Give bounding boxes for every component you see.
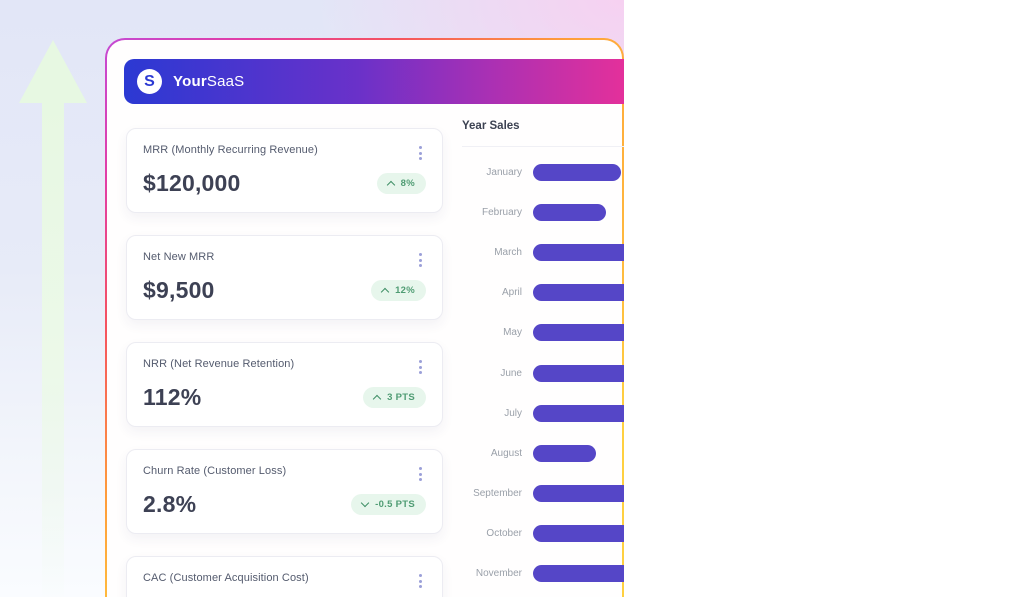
kpi-card: MRR (Monthly Recurring Revenue) $120,000…	[126, 128, 443, 213]
kpi-title: NRR (Net Revenue Retention)	[143, 358, 295, 370]
kebab-menu-icon[interactable]	[415, 465, 426, 483]
kpi-value-row: $9,500 12%	[143, 277, 426, 304]
chart-row: March	[462, 232, 624, 272]
kpi-title: Net New MRR	[143, 251, 215, 263]
trend-badge-label: 3 PTS	[387, 392, 415, 403]
kpi-card-top: MRR (Monthly Recurring Revenue)	[143, 144, 426, 162]
sales-bar	[533, 203, 606, 221]
sales-bar	[533, 324, 624, 342]
chart-row: July	[462, 393, 624, 433]
app-header: S YourSaaS	[124, 59, 624, 104]
kpi-value: 2.8%	[143, 491, 197, 517]
chart-row: April	[462, 273, 624, 313]
hero-section: S YourSaaS MRR (Monthly Recurring Revenu…	[0, 0, 624, 597]
trend-chevron-icon	[380, 287, 390, 297]
sales-bar	[533, 404, 624, 422]
kpi-card: CAC (Customer Acquisition Cost)	[126, 556, 443, 597]
brand-name: YourSaaS	[173, 73, 244, 90]
kpi-card-list: MRR (Monthly Recurring Revenue) $120,000…	[126, 128, 443, 597]
kpi-card-top: NRR (Net Revenue Retention)	[143, 358, 426, 376]
kpi-value-row: $120,000 8%	[143, 170, 426, 197]
kpi-card-top: Churn Rate (Customer Loss)	[143, 465, 426, 483]
kebab-menu-icon[interactable]	[415, 144, 426, 162]
month-label: November	[475, 568, 522, 580]
kebab-menu-icon[interactable]	[415, 358, 426, 376]
month-label: October	[486, 528, 522, 540]
sales-bar	[533, 485, 624, 503]
saas-logo-icon: S	[137, 69, 162, 94]
chart-row: September	[462, 474, 624, 514]
chart-title: Year Sales	[462, 120, 520, 132]
sales-bar	[533, 364, 624, 382]
chart-row: February	[462, 192, 624, 232]
brand-name-bold: Your	[173, 73, 207, 90]
chart-row: January	[462, 152, 624, 192]
month-label: February	[481, 206, 522, 218]
trend-badge: 3 PTS	[363, 387, 426, 408]
chart-rows: January February March April May June Ju…	[462, 152, 624, 594]
kebab-menu-icon[interactable]	[415, 251, 426, 269]
kpi-value: 112%	[143, 384, 202, 410]
kpi-title: Churn Rate (Customer Loss)	[143, 465, 287, 477]
sales-bar	[533, 163, 621, 181]
chart-row: May	[462, 313, 624, 353]
kpi-card: Churn Rate (Customer Loss) 2.8% -0.5 PTS	[126, 449, 443, 534]
kpi-card: Net New MRR $9,500 12%	[126, 235, 443, 320]
dashboard-panel: S YourSaaS MRR (Monthly Recurring Revenu…	[107, 40, 624, 597]
month-label: January	[486, 166, 522, 178]
kpi-value: $9,500	[143, 277, 215, 303]
kpi-card-top: Net New MRR	[143, 251, 426, 269]
kpi-value-row: 2.8% -0.5 PTS	[143, 491, 426, 518]
kpi-title: CAC (Customer Acquisition Cost)	[143, 572, 309, 584]
trend-chevron-icon	[372, 394, 382, 404]
chart-row: June	[462, 353, 624, 393]
trend-badge-label: -0.5 PTS	[375, 499, 415, 510]
growth-arrow-shaft-icon	[42, 100, 64, 597]
dashboard-panel-border: S YourSaaS MRR (Monthly Recurring Revenu…	[105, 38, 624, 597]
chart-row: November	[462, 554, 624, 594]
trend-chevron-icon	[360, 498, 370, 508]
kpi-value: $120,000	[143, 170, 241, 196]
kpi-card: NRR (Net Revenue Retention) 112% 3 PTS	[126, 342, 443, 427]
sales-bar	[533, 284, 624, 302]
month-label: August	[490, 447, 522, 459]
year-sales-chart: Year Sales January February March April …	[462, 120, 624, 594]
trend-badge: -0.5 PTS	[351, 494, 426, 515]
sales-bar	[533, 565, 624, 583]
trend-chevron-icon	[386, 180, 395, 190]
month-label: March	[494, 246, 522, 258]
month-label: July	[504, 407, 522, 419]
month-label: June	[500, 367, 522, 379]
trend-badge-label: 12%	[395, 285, 415, 296]
sales-bar	[533, 243, 624, 261]
kebab-menu-icon[interactable]	[415, 572, 426, 590]
chart-row: August	[462, 433, 624, 473]
month-label: April	[501, 287, 522, 299]
trend-badge-label: 8%	[400, 178, 415, 189]
trend-badge: 8%	[376, 173, 426, 194]
month-label: September	[473, 488, 522, 500]
kpi-value-row: 112% 3 PTS	[143, 384, 426, 411]
growth-arrow-head-icon	[19, 40, 87, 103]
chart-divider	[462, 146, 624, 147]
sales-bar	[533, 444, 596, 462]
brand-name-light: SaaS	[206, 73, 245, 90]
sales-bar	[533, 525, 624, 543]
trend-badge: 12%	[371, 280, 426, 301]
kpi-card-top: CAC (Customer Acquisition Cost)	[143, 572, 426, 590]
kpi-title: MRR (Monthly Recurring Revenue)	[143, 144, 318, 156]
month-label: May	[503, 327, 522, 339]
chart-row: October	[462, 514, 624, 554]
